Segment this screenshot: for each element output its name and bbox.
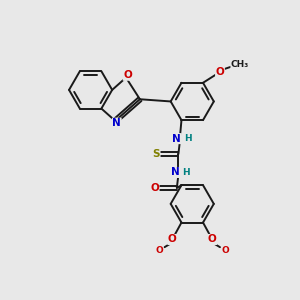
Text: H: H xyxy=(182,168,190,177)
Text: H: H xyxy=(184,134,191,143)
Text: O: O xyxy=(168,235,177,244)
Text: N: N xyxy=(171,167,180,178)
Text: O: O xyxy=(221,246,229,255)
Text: O: O xyxy=(216,67,224,77)
Text: O: O xyxy=(150,183,159,193)
Text: O: O xyxy=(155,246,163,255)
Text: N: N xyxy=(172,134,181,144)
Text: N: N xyxy=(112,118,121,128)
Text: O: O xyxy=(208,235,217,244)
Text: O: O xyxy=(123,70,132,80)
Text: S: S xyxy=(152,149,160,159)
Text: CH₃: CH₃ xyxy=(231,60,249,69)
